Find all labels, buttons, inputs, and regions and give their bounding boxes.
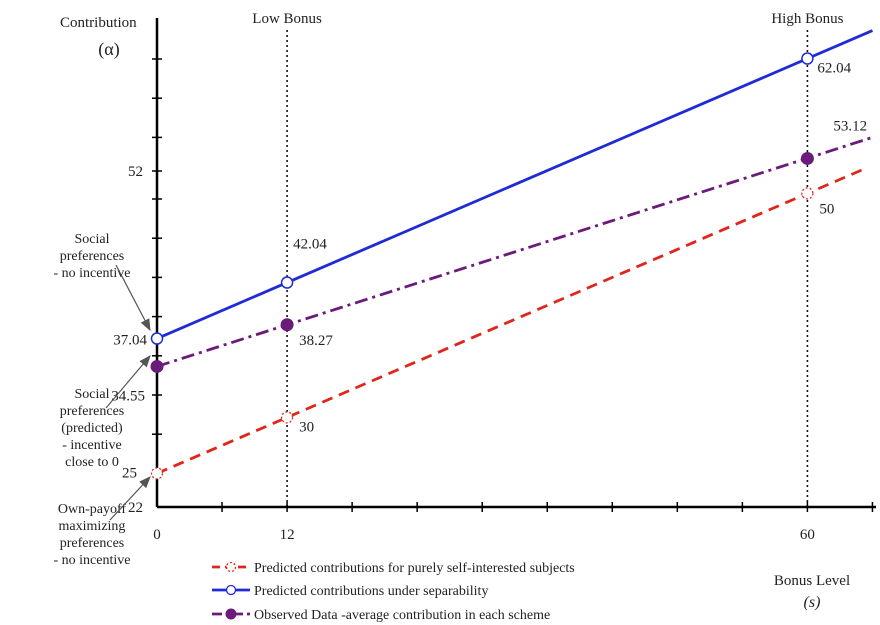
data-point-separability bbox=[280, 276, 294, 289]
data-point-observed bbox=[280, 318, 294, 332]
annotation-2-line: maximizing bbox=[59, 519, 126, 534]
series-line-self-interested bbox=[156, 168, 863, 475]
annotation-1-line: - incentive bbox=[62, 438, 121, 453]
data-label-self-interested: 50 bbox=[819, 201, 834, 217]
x-tick-label: 12 bbox=[280, 527, 295, 543]
legend-marker-self-interested bbox=[225, 561, 237, 573]
data-label-separability: 42.04 bbox=[293, 237, 327, 253]
data-label-separability: 37.04 bbox=[113, 333, 147, 349]
y-tick-label: 52 bbox=[128, 164, 143, 180]
legend-label-separability: Predicted contributions under separabili… bbox=[254, 584, 488, 599]
x-axis-label: Bonus Level bbox=[774, 573, 850, 589]
series-line-observed bbox=[156, 136, 873, 368]
data-label-self-interested: 30 bbox=[299, 419, 314, 435]
data-label-observed: 53.12 bbox=[833, 118, 867, 134]
data-point-separability bbox=[801, 52, 814, 65]
legend-marker-observed bbox=[225, 608, 237, 620]
data-point-self-interested bbox=[150, 467, 164, 480]
data-point-observed bbox=[800, 151, 814, 165]
data-point-observed bbox=[150, 359, 164, 373]
annotation-0-line: Social bbox=[75, 232, 110, 247]
legend-marker-separability bbox=[225, 584, 237, 596]
legend-label-self-interested: Predicted contributions for purely self-… bbox=[254, 561, 575, 576]
annotation-arrow-2 bbox=[109, 476, 151, 521]
data-label-separability: 62.04 bbox=[817, 61, 851, 77]
annotation-arrow-1 bbox=[105, 355, 151, 409]
annotation-0-line: - no incentive bbox=[54, 266, 131, 281]
x-tick-label: 0 bbox=[153, 527, 161, 543]
annotation-arrow-0 bbox=[115, 264, 151, 332]
series-line-separability bbox=[156, 29, 873, 340]
annotation-1-line: Social bbox=[75, 387, 110, 402]
annotation-1-line: close to 0 bbox=[65, 455, 119, 470]
annotation-2-line: - no incentive bbox=[54, 553, 131, 568]
reference-line-label-1: High Bonus bbox=[771, 11, 843, 27]
y-tick-label: 22 bbox=[128, 500, 143, 516]
x-tick-label: 60 bbox=[800, 527, 815, 543]
data-label-observed: 38.27 bbox=[299, 333, 333, 349]
reference-line-label-0: Low Bonus bbox=[252, 11, 322, 27]
annotation-2-line: Own-payoff bbox=[58, 502, 127, 517]
y-axis-label: Contribution bbox=[60, 15, 137, 31]
annotation-0-line: preferences bbox=[60, 249, 125, 264]
legend-label-observed: Observed Data -average contribution in e… bbox=[254, 608, 550, 623]
annotation-1-line: (predicted) bbox=[61, 421, 123, 436]
x-axis-symbol: (s) bbox=[804, 594, 821, 611]
annotation-2-line: preferences bbox=[60, 536, 125, 551]
y-axis-symbol: (α) bbox=[98, 39, 119, 60]
data-point-self-interested bbox=[801, 187, 814, 200]
data-point-separability bbox=[150, 332, 164, 345]
data-label-self-interested: 25 bbox=[122, 465, 137, 481]
data-point-self-interested bbox=[280, 411, 294, 424]
annotation-1-line: preferences bbox=[60, 404, 125, 419]
